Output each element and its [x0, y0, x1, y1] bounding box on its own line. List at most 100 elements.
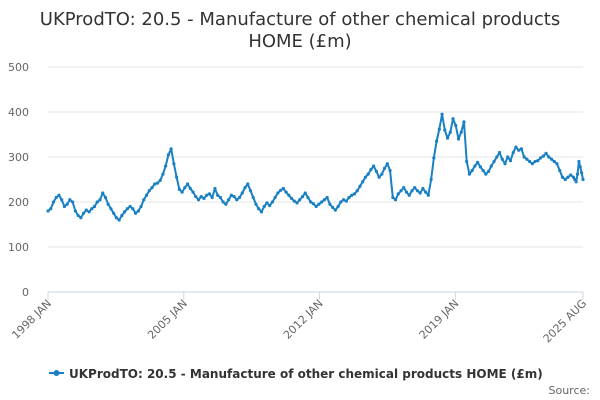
data-point-111 [350, 193, 354, 197]
data-point-134 [413, 186, 417, 190]
data-point-67 [229, 193, 233, 197]
data-point-188 [560, 175, 565, 179]
data-point-4 [57, 193, 61, 197]
data-point-135 [415, 189, 420, 193]
data-point-133 [410, 189, 414, 193]
data-point-104 [331, 205, 335, 209]
data-point-101 [322, 198, 326, 202]
data-point-129 [399, 189, 403, 193]
data-point-77 [257, 207, 261, 211]
data-point-30 [128, 204, 132, 209]
data-point-54 [194, 195, 198, 199]
data-point-63 [218, 195, 222, 200]
data-point-199 [581, 177, 585, 182]
data-point-22 [106, 202, 110, 206]
data-point-65 [224, 202, 228, 206]
data-point-56 [199, 195, 203, 199]
data-point-190 [566, 175, 570, 179]
data-point-168 [506, 155, 510, 159]
data-point-184 [549, 157, 554, 161]
data-point-112 [352, 192, 357, 196]
data-point-47 [175, 175, 179, 179]
data-point-94 [303, 191, 307, 195]
data-point-5 [60, 198, 64, 202]
data-point-74 [248, 189, 253, 193]
data-point-102 [325, 195, 329, 200]
data-point-128 [396, 192, 400, 196]
data-point-143 [437, 127, 441, 131]
data-point-89 [289, 196, 294, 200]
y-axis: 0 100 200 300 400 500 [8, 61, 29, 299]
data-point-1 [49, 207, 53, 211]
data-point-194 [574, 180, 578, 184]
data-point-58 [205, 193, 209, 197]
data-point-114 [358, 184, 362, 188]
legend[interactable]: UKProdTO: 20.5 - Manufacture of other ch… [49, 367, 543, 381]
data-point-99 [317, 202, 321, 206]
data-point-23 [109, 207, 113, 211]
data-point-118 [369, 168, 373, 172]
data-point-120 [374, 169, 378, 173]
data-point-84 [276, 191, 280, 195]
data-point-126 [391, 195, 395, 200]
data-point-187 [558, 168, 562, 173]
data-point-38 [150, 186, 154, 190]
data-point-2 [51, 200, 56, 204]
data-point-147 [448, 130, 452, 134]
x-tick-label-1998-jan: 1998 JAN [9, 297, 54, 342]
data-point-116 [363, 175, 368, 179]
series-line [47, 113, 584, 221]
data-point-144 [440, 112, 444, 116]
data-point-10 [73, 209, 77, 213]
data-point-150 [456, 137, 461, 141]
data-point-139 [426, 193, 430, 197]
data-point-64 [221, 200, 225, 204]
data-point-108 [341, 198, 346, 202]
data-point-178 [533, 159, 537, 164]
data-point-146 [445, 136, 450, 140]
data-point-121 [377, 175, 381, 179]
data-point-69 [235, 198, 239, 202]
x-tick-label-2025-aug: 2025 AUG [541, 297, 590, 346]
data-point-0 [46, 209, 50, 213]
data-point-17 [92, 204, 97, 209]
data-point-159 [481, 168, 485, 173]
data-point-8 [68, 198, 72, 202]
data-point-181 [541, 154, 545, 158]
data-point-32 [133, 211, 138, 215]
data-point-7 [65, 202, 69, 206]
data-point-42 [161, 172, 165, 176]
data-point-191 [569, 173, 573, 177]
data-point-149 [454, 123, 458, 128]
data-point-80 [265, 201, 269, 205]
data-point-91 [295, 201, 299, 205]
data-point-49 [180, 190, 184, 194]
data-point-185 [552, 159, 556, 164]
chart-title-line-2: HOME (£m) [248, 31, 351, 52]
data-point-97 [311, 202, 316, 206]
data-point-110 [347, 195, 351, 200]
data-point-148 [451, 117, 455, 121]
data-point-171 [514, 145, 518, 149]
data-point-122 [380, 172, 384, 176]
chart-title-line-1: UKProdTO: 20.5 - Manufacture of other ch… [40, 9, 560, 30]
data-point-37 [147, 189, 151, 193]
data-point-60 [210, 195, 214, 200]
source-credit[interactable]: Source: [549, 384, 591, 397]
data-point-34 [139, 204, 143, 209]
data-point-76 [254, 202, 258, 206]
data-point-51 [185, 182, 190, 186]
data-point-31 [131, 207, 135, 211]
data-point-166 [500, 157, 504, 161]
data-point-93 [300, 195, 305, 199]
data-point-71 [240, 191, 244, 195]
legend-point-marker [53, 370, 60, 376]
data-point-182 [544, 151, 548, 155]
data-point-66 [227, 198, 231, 202]
data-point-95 [306, 195, 310, 200]
data-point-73 [246, 182, 250, 186]
data-point-196 [577, 159, 581, 164]
x-tick-label-2019-jan: 2019 JAN [417, 297, 462, 342]
data-point-68 [232, 195, 236, 199]
